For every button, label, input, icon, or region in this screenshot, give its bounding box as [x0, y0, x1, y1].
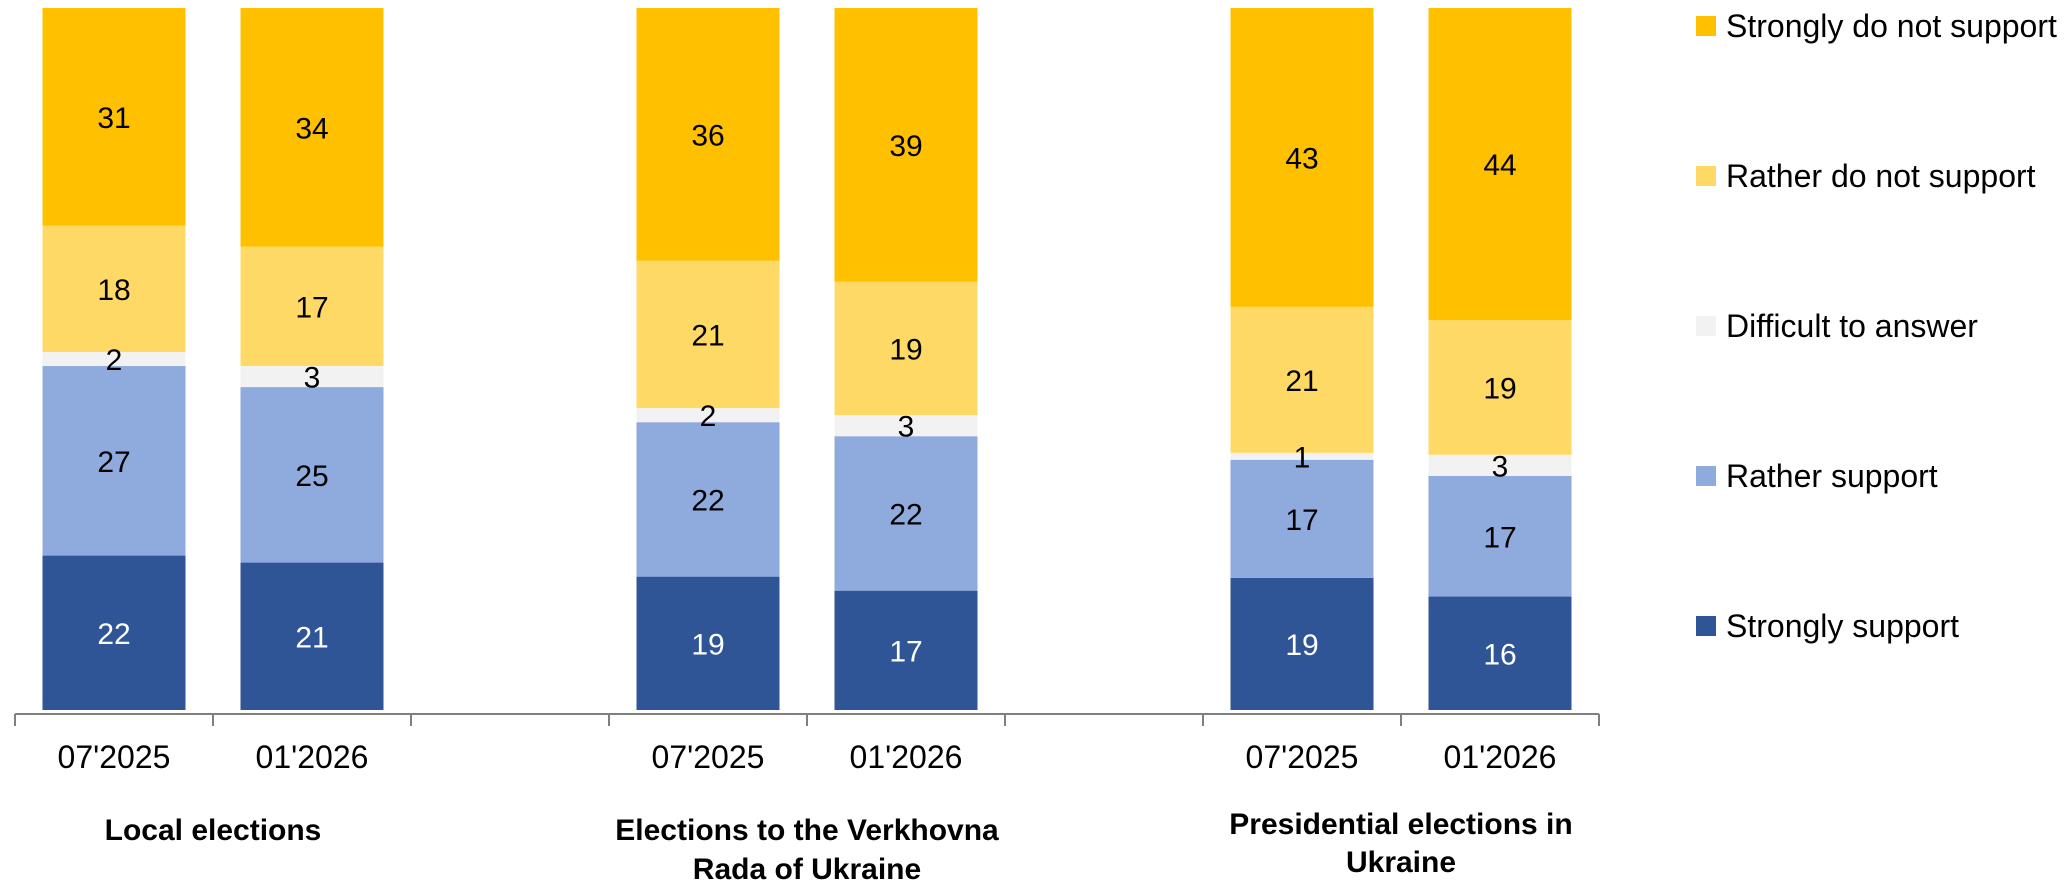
bar-segment-rather-do-not-support: [1428, 320, 1572, 455]
legend-label-strongly-do-not-support: Strongly do not support: [1726, 8, 2057, 44]
bar-segment-strongly-support: [834, 590, 978, 710]
bar-segment-strongly-do-not-support: [42, 8, 186, 226]
bar-segment-difficult-to-answer: [240, 366, 384, 388]
bar-segment-difficult-to-answer: [42, 351, 186, 367]
bar-segment-rather-support: [636, 422, 780, 577]
data-label: 21: [295, 621, 328, 654]
data-label: 2: [106, 344, 123, 377]
bar-segment-difficult-to-answer: [834, 415, 978, 437]
bar-segment-rather-do-not-support: [240, 246, 384, 367]
data-label: 21: [691, 319, 724, 352]
bar-segment-rather-support: [834, 436, 978, 591]
bar-segment-strongly-support: [42, 555, 186, 710]
data-label: 16: [1483, 638, 1516, 671]
bar-segment-rather-support: [1428, 476, 1572, 597]
group-label-elections-to-the-verkhovna-rada-of-ukraine: Elections to the Verkhovna Rada of Ukrain…: [615, 814, 999, 881]
bar-segment-strongly-support: [1230, 577, 1374, 710]
data-label: 3: [304, 362, 321, 395]
legend-label-rather-do-not-support: Rather do not support: [1726, 158, 2036, 194]
group-labels: Local elections Elections to the Verkhovn…: [105, 808, 1573, 881]
group-label-presidential-elections-in-ukraine: Presidential elections in Ukraine: [1229, 808, 1572, 879]
legend-swatch-rather-do-not-support: [1696, 166, 1716, 186]
legend-label-difficult-to-answer: Difficult to answer: [1726, 308, 1978, 344]
data-label: 17: [295, 291, 328, 324]
legend-swatch-difficult-to-answer: [1696, 316, 1716, 336]
data-label: 2: [700, 400, 717, 433]
data-label: 34: [295, 112, 328, 145]
legend-swatch-strongly-support: [1696, 616, 1716, 636]
x-tick-label: 01'2026: [1444, 739, 1557, 775]
legend-label-strongly-support: Strongly support: [1726, 608, 1959, 644]
data-label: 19: [691, 628, 724, 661]
bar-segment-rather-do-not-support: [1230, 306, 1374, 453]
x-tick-label: 07'2025: [1246, 739, 1359, 775]
bar-segment-rather-support: [42, 366, 186, 556]
data-label: 22: [889, 498, 922, 531]
data-label: 27: [97, 446, 130, 479]
data-label: 3: [898, 411, 915, 444]
data-label: 22: [97, 618, 130, 651]
bar-segment-strongly-do-not-support: [240, 8, 384, 247]
data-label: 18: [97, 274, 130, 307]
x-tick-label: 01'2026: [850, 739, 963, 775]
group-label-local-elections: Local elections: [105, 814, 322, 847]
bar-segment-rather-do-not-support: [834, 281, 978, 416]
bar-segment-strongly-do-not-support: [834, 8, 978, 282]
data-labels-layer: 2227218312125317341922221361722319391917…: [97, 102, 1516, 671]
data-label: 19: [1285, 629, 1318, 662]
data-label: 17: [889, 635, 922, 668]
data-label: 3: [1492, 450, 1509, 483]
data-label: 44: [1483, 149, 1516, 182]
legend-swatch-rather-support: [1696, 466, 1716, 486]
data-label: 36: [691, 119, 724, 152]
bar-segment-rather-support: [1230, 459, 1374, 578]
data-label: 25: [295, 460, 328, 493]
legend-swatch-strongly-do-not-support: [1696, 16, 1716, 36]
x-tick-label: 07'2025: [58, 739, 171, 775]
legend: Strongly do not support Rather do not sup…: [1696, 8, 2057, 644]
bar-segment-strongly-do-not-support: [1428, 8, 1572, 320]
bar-segment-difficult-to-answer: [636, 408, 780, 423]
data-label: 17: [1483, 521, 1516, 554]
x-tick-label: 07'2025: [652, 739, 765, 775]
data-label: 19: [1483, 372, 1516, 405]
bar-segment-difficult-to-answer: [1230, 452, 1374, 460]
data-label: 19: [889, 333, 922, 366]
x-tick-label: 01'2026: [256, 739, 369, 775]
data-label: 39: [889, 130, 922, 163]
bars-layer: [42, 8, 1572, 710]
bar-segment-strongly-do-not-support: [636, 8, 780, 261]
legend-label-rather-support: Rather support: [1726, 458, 1938, 494]
bar-segment-strongly-do-not-support: [1230, 8, 1374, 307]
bar-segment-rather-support: [240, 387, 384, 563]
bar-segment-rather-do-not-support: [636, 260, 780, 409]
bar-segment-strongly-support: [240, 562, 384, 710]
bar-segment-strongly-support: [1428, 596, 1572, 710]
data-label: 43: [1285, 142, 1318, 175]
data-label: 1: [1294, 441, 1311, 474]
data-label: 22: [691, 484, 724, 517]
data-label: 21: [1285, 365, 1318, 398]
data-label: 17: [1285, 504, 1318, 537]
bar-segment-difficult-to-answer: [1428, 454, 1572, 476]
bar-segment-rather-do-not-support: [42, 225, 186, 352]
x-tick-labels: 07'2025 01'2026 07'2025 01'2026 07'2025 01'20…: [58, 739, 1557, 775]
bar-segment-strongly-support: [636, 576, 780, 710]
x-axis: [14, 713, 1600, 726]
data-label: 31: [97, 102, 130, 135]
